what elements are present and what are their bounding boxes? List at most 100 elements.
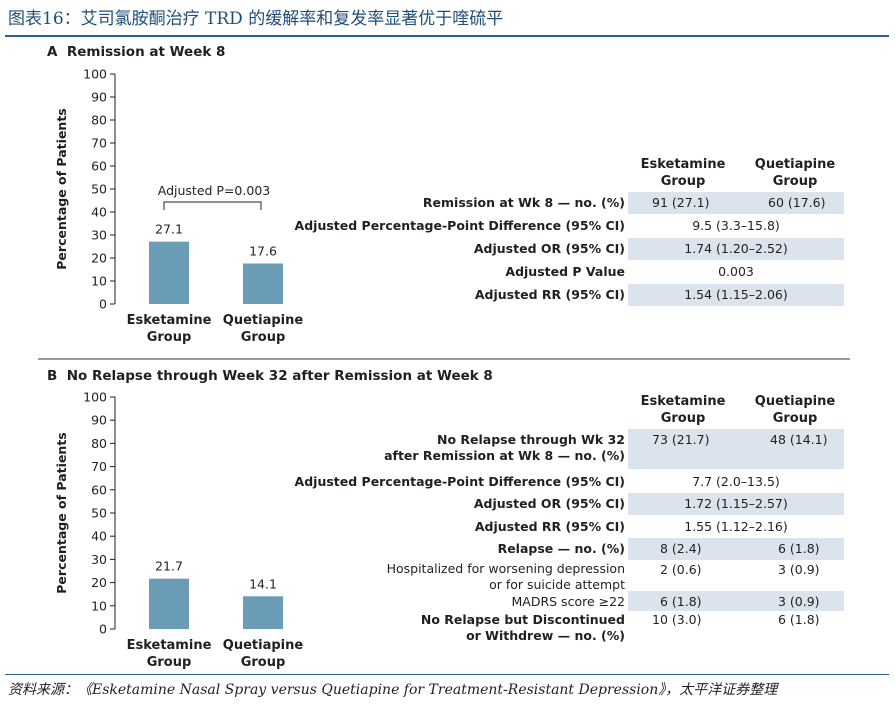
- table-b-cell-esketamine: 8 (2.4): [660, 541, 702, 556]
- table-b-row-label: No Relapse but Discontinued or Withdrew …: [420, 612, 625, 643]
- table-b-row-shade: [628, 591, 844, 611]
- y-tick-label: 70: [91, 459, 107, 474]
- x-category-label: Group: [147, 655, 192, 670]
- table-a-cell-combined: 0.003: [718, 264, 754, 279]
- panel-a-title: A Remission at Week 8: [47, 44, 225, 60]
- y-tick-label: 10: [91, 598, 107, 613]
- y-tick-label: 90: [91, 413, 107, 428]
- panel-b-title-text: No Relapse through Week 32 after Remissi…: [66, 368, 493, 384]
- table-b-cell-combined: 1.72 (1.15–2.57): [684, 496, 788, 511]
- table-a-row-label: Remission at Wk 8 — no. (%): [422, 195, 625, 210]
- chart-b: 0 10 20 30 40 50 60 70 80 90 100 Percentage of Pati…: [54, 390, 304, 671]
- table-a-row-label: Adjusted P Value: [505, 264, 625, 279]
- table-a-row-shade: [628, 238, 844, 260]
- x-category-label: Quetiapine: [223, 313, 304, 328]
- y-tick-label: 80: [91, 436, 107, 451]
- y-tick-label: 30: [91, 552, 107, 567]
- y-axis-title: Percentage of Patients: [54, 108, 69, 269]
- table-b-row-shade: [628, 538, 844, 560]
- table-b-cell-esketamine: 6 (1.8): [660, 594, 702, 609]
- table-b-cell-esketamine: 2 (0.6): [660, 562, 702, 577]
- panel-separator: [38, 358, 850, 360]
- bar-value-label: 27.1: [155, 222, 183, 237]
- x-category-label: Group: [147, 330, 192, 345]
- table-a-cell-combined: 1.74 (1.20–2.52): [684, 241, 788, 256]
- table-b-row-label: Adjusted Percentage-Point Difference (95…: [294, 474, 625, 489]
- table-b-row-label: Adjusted RR (95% CI): [474, 519, 625, 534]
- table-b-row-label: Relapse — no. (%): [497, 541, 625, 556]
- source-note: 资料来源：《Esketamine Nasal Spray versus Quet…: [8, 682, 778, 698]
- y-tick-label: 40: [91, 205, 107, 220]
- x-category-label: Esketamine: [127, 638, 212, 653]
- x-category-label: Group: [241, 330, 286, 345]
- x-category-label: Group: [241, 655, 286, 670]
- table-b-row-label: Adjusted OR (95% CI): [473, 496, 625, 511]
- table-b-cell-quetiapine: 3 (0.9): [778, 594, 820, 609]
- table-a-header-esketamine: Esketamine Group: [628, 156, 738, 190]
- table-a-cell-esketamine: 91 (27.1): [652, 195, 710, 210]
- table-a-row-label: Adjusted Percentage-Point Difference (95…: [294, 218, 625, 233]
- bar-1: [149, 241, 189, 304]
- table-a-header-esketamine-text: Esketamine Group: [640, 157, 726, 189]
- x-category-label: Esketamine: [127, 313, 212, 328]
- table-b-cell-quetiapine: 6 (1.8): [778, 541, 820, 556]
- bar-2: [243, 596, 283, 629]
- y-tick-label: 30: [91, 228, 107, 243]
- table-a-row-label: Adjusted OR (95% CI): [473, 241, 625, 256]
- table-b-header-esketamine-text: Esketamine Group: [640, 394, 726, 426]
- y-tick-label: 60: [91, 482, 107, 497]
- table-b-header-esketamine: Esketamine Group: [628, 393, 738, 427]
- bar-2: [243, 263, 283, 304]
- bar-value-label: 17.6: [249, 244, 277, 259]
- table-b-header-quetiapine-text: Quetiapine Group: [754, 394, 836, 426]
- panel-b-title: B No Relapse through Week 32 after Remis…: [47, 368, 493, 384]
- chart-a: 0 10 20 30 40 50 60 70 80 90 100 Percentage of Pati…: [54, 67, 304, 346]
- table-a-row-shade: [628, 192, 844, 214]
- table-a-header-quetiapine: Quetiapine Group: [740, 156, 850, 190]
- y-tick-label: 40: [91, 529, 107, 544]
- table-b-cell-combined: 7.7 (2.0–13.5): [692, 474, 780, 489]
- bar-value-label: 21.7: [155, 559, 183, 574]
- table-b-row-shade: [628, 493, 844, 515]
- table-a-row-label: Adjusted RR (95% CI): [474, 287, 625, 302]
- panel-a-title-text: Remission at Week 8: [66, 44, 226, 60]
- y-tick-label: 50: [91, 506, 107, 521]
- table-b-cell-esketamine: 73 (21.7): [652, 432, 710, 447]
- table-b-row-label: MADRS score ≥22: [511, 594, 626, 609]
- bar-1: [149, 578, 189, 629]
- y-tick-label: 20: [91, 575, 107, 590]
- y-tick-label: 60: [91, 159, 107, 174]
- panel-b-letter: B: [47, 368, 58, 384]
- table-b-cell-quetiapine: 3 (0.9): [778, 562, 820, 577]
- title-rule: [5, 35, 889, 37]
- footer-rule: [5, 674, 889, 675]
- y-tick-label: 0: [99, 622, 107, 637]
- table-a-cell-combined: 1.54 (1.15–2.06): [684, 287, 788, 302]
- y-tick-label: 20: [91, 251, 107, 266]
- figure-title: 图表16：艾司氯胺酮治疗 TRD 的缓解率和复发率显著优于喹硫平: [8, 9, 504, 29]
- table-b-cell-esketamine: 10 (3.0): [652, 612, 702, 627]
- panel-a-letter: A: [47, 44, 58, 60]
- y-tick-label: 90: [91, 90, 107, 105]
- table-b-row-label: Hospitalized for worsening depression or…: [386, 561, 625, 592]
- significance-bracket: [163, 201, 262, 210]
- table-a-cell-quetiapine: 60 (17.6): [768, 195, 826, 210]
- p-value-annotation: Adjusted P=0.003: [158, 183, 270, 198]
- y-tick-label: 100: [83, 390, 107, 405]
- x-category-label: Quetiapine: [223, 638, 304, 653]
- table-a-header-quetiapine-text: Quetiapine Group: [754, 157, 836, 189]
- table-b-cell-combined: 1.55 (1.12–2.16): [684, 519, 788, 534]
- table-b-cell-quetiapine: 6 (1.8): [778, 612, 820, 627]
- table-b-header-quetiapine: Quetiapine Group: [740, 393, 850, 427]
- y-tick-label: 10: [91, 274, 107, 289]
- table-b-row-label: No Relapse through Wk 32 after Remission…: [384, 432, 625, 463]
- y-tick-label: 100: [83, 67, 107, 82]
- y-tick-label: 50: [91, 182, 107, 197]
- table-b-row-shade: [628, 429, 844, 469]
- y-tick-label: 0: [99, 297, 107, 312]
- table-b-cell-quetiapine: 48 (14.1): [770, 432, 828, 447]
- y-axis-title: Percentage of Patients: [54, 432, 69, 593]
- y-tick-label: 70: [91, 136, 107, 151]
- bar-value-label: 14.1: [249, 576, 277, 591]
- table-a-cell-combined: 9.5 (3.3–15.8): [692, 218, 780, 233]
